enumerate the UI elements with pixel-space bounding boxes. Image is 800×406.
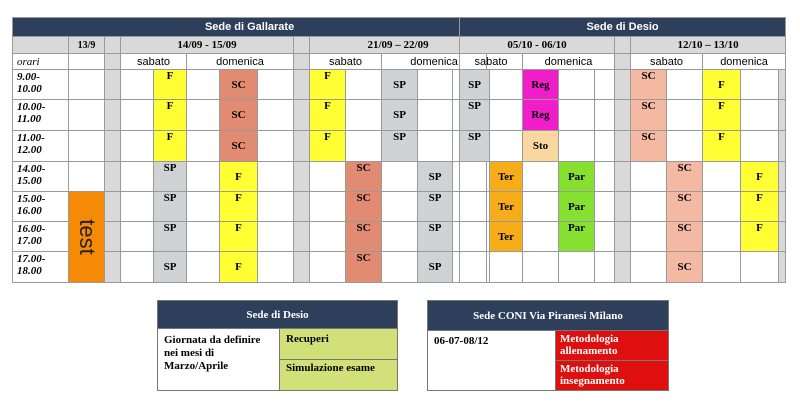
legend-desio: Sede di Desio Giornata da definire nei m… xyxy=(157,300,398,391)
slot-SC: SC xyxy=(345,191,382,222)
slot-SC: SC xyxy=(666,161,703,192)
domenica-label: domenica xyxy=(186,53,294,70)
slot-SP: SP xyxy=(417,161,453,192)
domenica-label: domenica xyxy=(701,53,787,70)
week-05-06-10: 05/10 - 06/10 xyxy=(459,36,615,54)
slot-Par: Par xyxy=(558,221,595,252)
slot-F: F xyxy=(309,130,346,162)
domenica-label: domenica xyxy=(522,53,615,70)
slot-SP: SP xyxy=(417,191,453,222)
slot-SP: SP xyxy=(459,130,490,162)
slot-F: F xyxy=(219,191,258,222)
legend-desio-title: Sede di Desio xyxy=(157,300,398,329)
legend-recuperi: Recuperi xyxy=(279,328,398,360)
sabato-label: sabato xyxy=(309,53,382,70)
test-block: test xyxy=(68,191,105,283)
slot-F: F xyxy=(702,130,741,162)
slot-F: F xyxy=(153,130,187,162)
slot-SC: SC xyxy=(666,191,703,222)
slot-Ter: Ter xyxy=(489,161,523,192)
slot-SP: SP xyxy=(417,221,453,252)
slot-F: F xyxy=(309,69,346,100)
time-slot: 10.00- 11.00 xyxy=(12,99,69,131)
legend-metodologia-allenamento: Metodologia allenamento xyxy=(554,330,670,361)
slot-F: F xyxy=(740,161,779,192)
slot-F: F xyxy=(219,221,258,252)
slot-SC: SC xyxy=(345,161,382,192)
slot-SC: SC xyxy=(219,130,258,162)
slot-SC: SC xyxy=(630,99,667,131)
slot-Reg: Reg xyxy=(522,69,559,100)
time-slot: 11.00- 12.00 xyxy=(12,130,69,162)
sabato-label: sabato xyxy=(459,53,523,70)
slot-F: F xyxy=(702,99,741,131)
slot-Reg: Reg xyxy=(522,99,559,131)
slot-F: F xyxy=(309,99,346,131)
time-slot: 17.00- 18.00 xyxy=(12,251,69,283)
legend-metodologia-insegnamento: Metodologia insegnamento xyxy=(554,360,670,391)
slot-SP: SP xyxy=(381,69,418,100)
week-21-22-09: 21/09 – 22/09 xyxy=(308,36,488,54)
slot-F: F xyxy=(740,191,779,222)
slot-SP: SP xyxy=(459,99,490,131)
slot-SC: SC xyxy=(630,130,667,162)
slot-SC: SC xyxy=(666,221,703,252)
test-label: test xyxy=(74,219,100,255)
desio-schedule: Sede di Desio 05/10 - 06/10 12/10 – 13/1… xyxy=(458,17,787,283)
time-slot: 9.00- 10.00 xyxy=(12,69,69,100)
slot-Par: Par xyxy=(558,191,595,222)
slot-F: F xyxy=(740,221,779,252)
slot-F: F xyxy=(153,99,187,131)
gallarate-title: Sede di Gallarate xyxy=(11,17,488,37)
slot-Par: Par xyxy=(558,161,595,192)
legend-coni: Sede CONI Via Piranesi Milano 06-07-08/1… xyxy=(426,300,670,391)
slot-Ter: Ter xyxy=(489,191,523,222)
slot-SC: SC xyxy=(219,99,258,131)
slot-Sto: Sto xyxy=(522,130,559,162)
time-slot: 16.00- 17.00 xyxy=(12,221,69,252)
slot-SP: SP xyxy=(153,251,187,283)
slot-SP: SP xyxy=(153,221,187,252)
legend-coni-dates: 06-07-08/12 xyxy=(427,330,556,391)
orari-label: orari xyxy=(12,53,69,70)
slot-F: F xyxy=(153,69,187,100)
slot-SC: SC xyxy=(345,221,382,252)
slot-F: F xyxy=(702,69,741,100)
slot-SC: SC xyxy=(630,69,667,100)
slot-Ter: Ter xyxy=(489,221,523,252)
sabato-label: sabato xyxy=(630,53,703,70)
slot-F: F xyxy=(219,251,258,283)
sabato-label: sabato xyxy=(120,53,187,70)
slot-F: F xyxy=(219,161,258,192)
slot-SP: SP xyxy=(153,161,187,192)
slot-SP: SP xyxy=(381,130,418,162)
slot-SP: SP xyxy=(459,69,490,100)
slot-SC: SC xyxy=(219,69,258,100)
legend-simulazione: Simulazione esame xyxy=(279,359,398,391)
gallarate-schedule: Sede di Gallarate 13/9 14/09 - 15/09 21/… xyxy=(11,17,488,283)
slot-SP: SP xyxy=(417,251,453,283)
slot-SP: SP xyxy=(381,99,418,131)
desio-title: Sede di Desio xyxy=(458,17,787,37)
date-13-9: 13/9 xyxy=(68,36,105,54)
legend-desio-note: Giornata da definire nei mesi di Marzo/A… xyxy=(157,328,280,391)
time-slot: 15.00- 16.00 xyxy=(12,191,69,222)
legend-coni-title: Sede CONI Via Piranesi Milano xyxy=(426,300,670,331)
slot-SP: SP xyxy=(153,191,187,222)
week-14-15-09: 14/09 - 15/09 xyxy=(120,36,294,54)
week-12-13-10: 12/10 – 13/10 xyxy=(629,36,787,54)
slot-SC: SC xyxy=(666,251,703,283)
time-slot: 14.00- 15.00 xyxy=(12,161,69,192)
slot-SC: SC xyxy=(345,251,382,283)
